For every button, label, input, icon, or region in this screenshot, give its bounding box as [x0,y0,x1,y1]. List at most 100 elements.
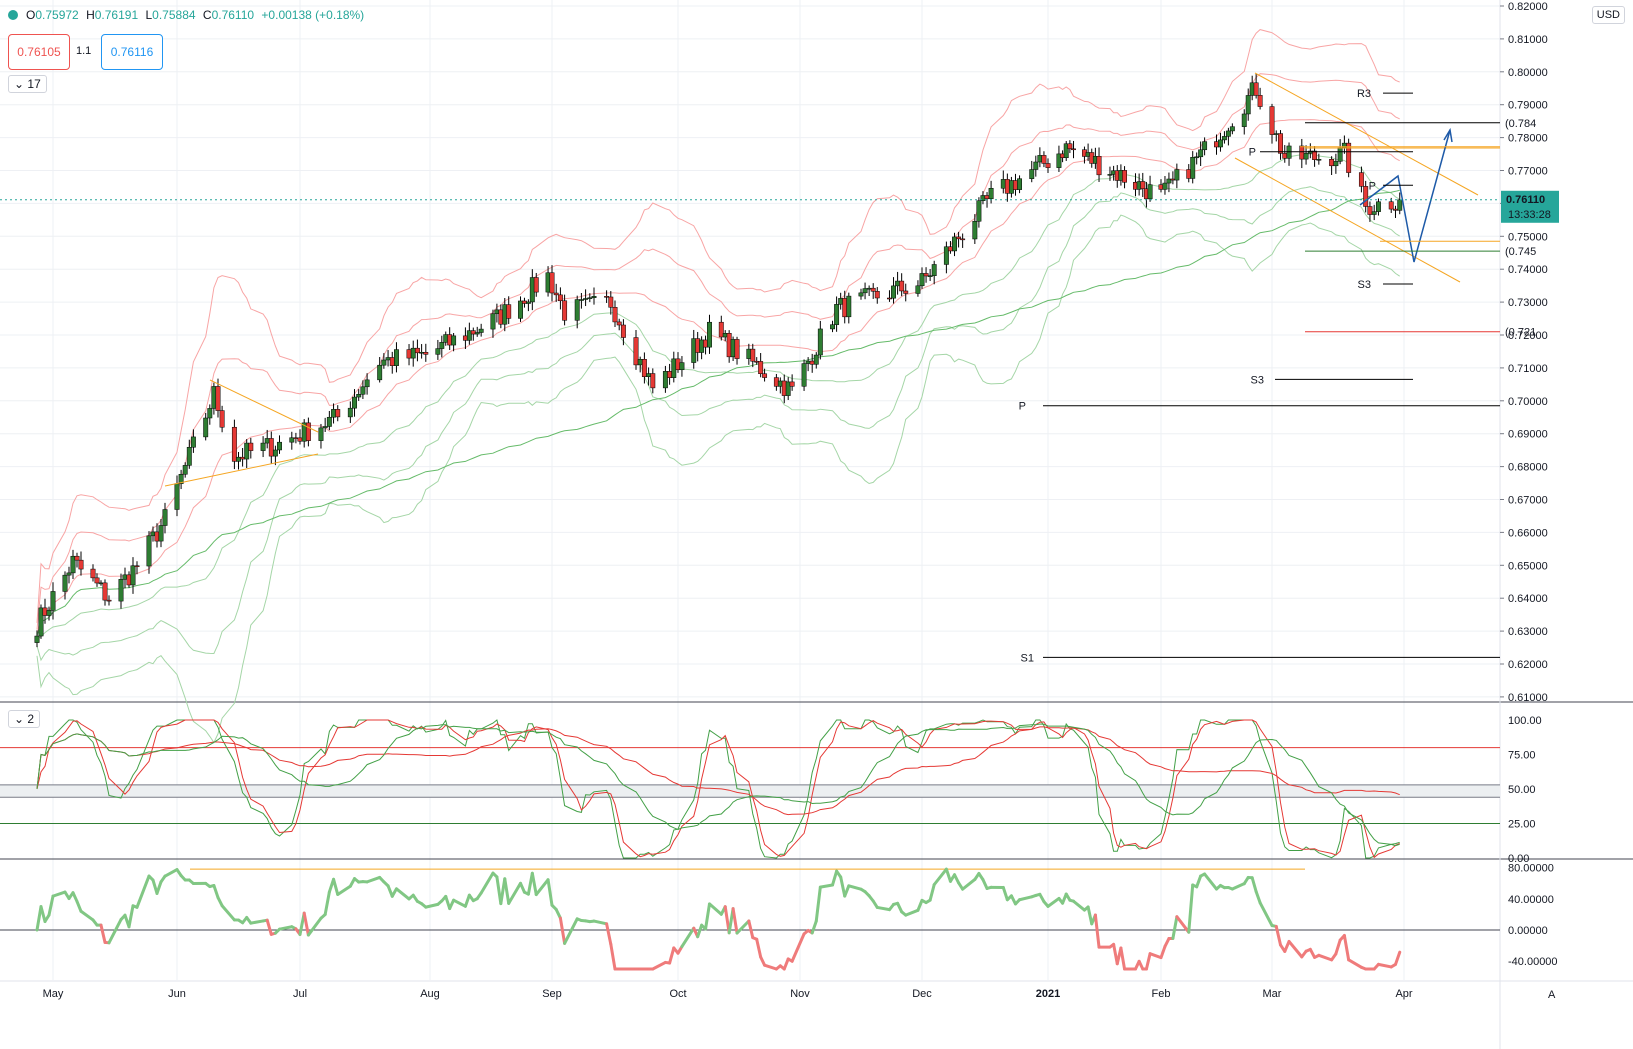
osc-segment [51,890,67,898]
y-tick-label: 0.80000 [1508,67,1548,79]
countdown-label: 13:33:28 [1508,209,1551,221]
candle-up [289,437,295,443]
osc-segment [107,918,123,945]
candle-up [972,221,978,240]
candle-down [899,280,905,292]
candle-down [219,410,225,428]
chevron-down-icon: ⌄ [14,77,25,91]
candle-up [785,381,791,396]
candle-down [923,273,929,277]
candle-down [106,599,112,602]
candle-down [533,277,539,293]
osc-segment [1283,939,1291,953]
osc-segment [1258,901,1274,928]
candle-up [272,449,278,457]
stoch-tick-label: 50.00 [1508,784,1536,796]
stoch-toggle-button[interactable]: ⌄ 2 [8,710,41,728]
x-tick-label: Dec [912,988,932,1000]
candle-up [1371,211,1377,215]
osc-segment [755,937,763,959]
candle-down [305,422,311,441]
osc-segment [479,871,495,895]
osc-segment [759,955,767,967]
osc-segment [843,884,851,898]
sell-button[interactable]: 0.76105 [8,34,70,70]
y-tick-label: 0.65000 [1508,560,1548,572]
candle-up [591,296,597,298]
osc-segment [1119,946,1127,971]
candle-down [1299,145,1305,160]
candle-down [1071,148,1076,151]
osc-segment [831,869,839,887]
osc-segment [1250,876,1258,894]
spread-value: 1.1 [76,45,92,57]
candle-up [474,332,480,335]
orange-trendline [164,453,319,487]
candle-up [158,525,164,542]
osc-segment [452,898,467,908]
osc-segment [71,891,79,903]
candle-up [1190,157,1196,179]
candle-up [846,295,852,318]
osc-segment [839,875,847,898]
osc-segment [735,919,751,935]
osc-tick-label: 80.00000 [1508,863,1554,875]
stoch-mid-band [0,784,1500,798]
currency-button[interactable]: USD [1591,6,1625,24]
candle-up [244,442,250,460]
candle-up [858,292,864,297]
candle-up [1008,180,1014,194]
candle-up [574,299,580,321]
osc-segment [336,884,352,896]
osc-tick-label: 0.00000 [1508,925,1548,937]
osc-segment [1287,939,1304,959]
osc-segment [1230,882,1246,891]
osc-segment [135,874,151,909]
candle-up [264,438,270,444]
candle-up [364,379,370,388]
candle-up [318,427,324,441]
candle-up [583,298,589,300]
candle-up [1056,153,1062,168]
osc-segment [99,923,107,944]
indicators-toggle-button[interactable]: ⌄ 17 [8,75,47,93]
osc-segment [163,868,179,878]
candle-up [451,335,457,346]
buy-button[interactable]: 0.76116 [101,34,163,70]
x-tick-label: Aug [420,988,440,1000]
candle-down [78,559,84,570]
candle-down [1329,159,1335,167]
stoch-k-line [36,719,1400,859]
osc-segment [814,885,822,923]
candle-down [1122,170,1127,183]
osc-segment [1046,896,1061,908]
candle-up [146,535,152,567]
candle-up [1194,156,1200,159]
osc-segment [609,942,617,971]
osc-segment [1195,874,1203,889]
candle-down [154,531,160,542]
pivot-level-label: (0.784 [1505,118,1536,130]
pivot-level-label: (0.745 [1505,246,1536,258]
osc-segment [47,894,55,917]
candle-down [842,298,848,318]
candle-up [70,555,76,574]
y-tick-label: 0.63000 [1508,626,1548,638]
arrow-head-icon [1443,127,1453,143]
osc-segment [79,909,95,922]
pivot-level-label: P [1369,180,1376,192]
candle-up [662,371,668,389]
candle-up [891,285,896,299]
candle-down [984,195,990,200]
candle-up [1162,182,1168,190]
candle-down [1393,208,1398,211]
chevron-down-icon: ⌄ [14,712,25,726]
osc-segment [763,963,778,971]
candle-up [1107,174,1113,176]
osc-segment [554,907,562,920]
x-tick-label: Apr [1395,988,1412,1000]
osc-segment [696,923,704,939]
auto-scale-button[interactable]: A [1548,989,1556,1001]
